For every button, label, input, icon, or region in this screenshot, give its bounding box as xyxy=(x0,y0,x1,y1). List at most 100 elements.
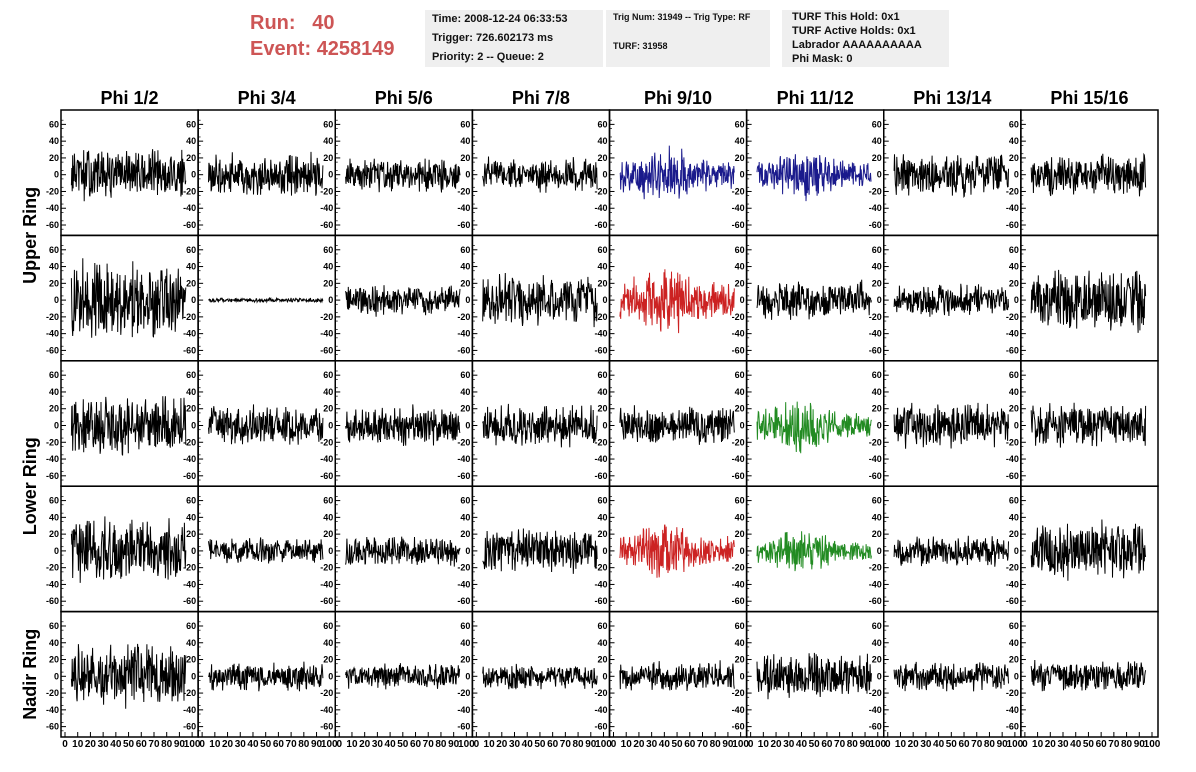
y-tick-label: -60 xyxy=(869,471,882,481)
y-tick-label: 0 xyxy=(1014,295,1019,305)
y-tick-label: -60 xyxy=(320,471,333,481)
y-tick-label: -20 xyxy=(320,186,333,196)
info-trigger: Trigger: 726.602173 ms xyxy=(432,32,554,44)
x-tick-label: 60 xyxy=(821,739,833,750)
waveform-panel: -60 -40 -20 0 20 40 60 xyxy=(46,360,199,487)
y-tick-label: 60 xyxy=(597,496,607,506)
y-tick-label: 0 xyxy=(1014,421,1019,431)
x-tick-label: 30 xyxy=(783,739,795,750)
y-tick-label: -20 xyxy=(1006,563,1019,573)
waveform-panel: -60 -40 -20 0 20 40 60 xyxy=(1006,234,1159,362)
x-tick-label: 40 xyxy=(933,739,945,750)
y-tick-label: 20 xyxy=(460,278,470,288)
waveform-panel: -60 -40 -20 0 20 40 60 xyxy=(183,109,336,237)
y-tick-label: -60 xyxy=(46,471,59,481)
y-tick-label: 60 xyxy=(460,119,470,129)
y-tick-label: -20 xyxy=(320,312,333,322)
y-tick-label: -20 xyxy=(869,186,882,196)
y-tick-label: 60 xyxy=(597,119,607,129)
y-tick-label: -40 xyxy=(46,579,59,589)
x-tick-label: 30 xyxy=(509,739,521,750)
y-tick-label: 60 xyxy=(460,245,470,255)
waveform-trace xyxy=(482,663,598,690)
y-tick-label: 20 xyxy=(323,278,333,288)
info-hold: TURF This Hold: 0x1 xyxy=(792,11,900,23)
y-tick-label: 60 xyxy=(735,119,745,129)
x-tick-label: 90 xyxy=(722,739,734,750)
y-tick-label: -60 xyxy=(732,471,745,481)
y-tick-label: 60 xyxy=(186,496,196,506)
x-tick-label: 30 xyxy=(372,739,384,750)
y-tick-label: -60 xyxy=(594,722,607,732)
x-tick-label: 60 xyxy=(410,739,422,750)
waveform-trace xyxy=(756,154,872,202)
y-tick-label: 40 xyxy=(872,262,882,272)
y-tick-label: 60 xyxy=(1009,245,1019,255)
run-event-box: Run: 40 Event: 4258149 xyxy=(250,10,420,68)
y-tick-label: 0 xyxy=(1014,671,1019,681)
x-tick-label: 60 xyxy=(547,739,559,750)
y-tick-label: -40 xyxy=(732,203,745,213)
waveform-panel: -60 -40 -20 0 20 40 60 xyxy=(46,485,199,613)
y-tick-label: 40 xyxy=(735,262,745,272)
waveform-trace xyxy=(345,404,461,446)
x-tick-label: 20 xyxy=(908,739,920,750)
y-tick-label: -20 xyxy=(320,563,333,573)
y-tick-label: -20 xyxy=(869,563,882,573)
info-labrador: Labrador AAAAAAAAAA xyxy=(792,39,922,51)
y-tick-label: 60 xyxy=(323,496,333,506)
x-tick-label: 10 xyxy=(758,739,770,750)
y-tick-label: -60 xyxy=(869,596,882,606)
waveform-trace xyxy=(482,528,598,574)
waveform-panel: -60 -40 -20 0 20 40 60 xyxy=(732,485,885,613)
y-tick-label: -40 xyxy=(869,329,882,339)
y-tick-label: -40 xyxy=(46,329,59,339)
x-tick-label: 80 xyxy=(847,739,859,750)
x-tick-label: 30 xyxy=(235,739,247,750)
x-tick-label: 80 xyxy=(298,739,310,750)
y-tick-label: -40 xyxy=(183,329,196,339)
column-label: Phi 9/10 xyxy=(644,88,712,108)
y-tick-label: -60 xyxy=(732,345,745,355)
y-tick-label: 0 xyxy=(54,421,59,431)
y-tick-label: 0 xyxy=(740,295,745,305)
y-tick-label: 0 xyxy=(602,170,607,180)
y-tick-label: -60 xyxy=(46,345,59,355)
x-tick-label: 40 xyxy=(659,739,671,750)
waveform-panel: -60 -40 -20 0 20 40 60 xyxy=(594,485,748,613)
y-tick-label: -40 xyxy=(869,454,882,464)
y-tick-label: 20 xyxy=(1009,153,1019,163)
y-tick-label: -40 xyxy=(183,203,196,213)
x-tick-label: 70 xyxy=(697,739,709,750)
y-tick-label: 0 xyxy=(191,421,196,431)
info-turf: TURF: 31958 xyxy=(613,41,668,51)
waveform-panel: -60 -40 -20 0 20 40 60 xyxy=(869,109,1022,237)
y-tick-label: 40 xyxy=(1009,638,1019,648)
waveform-trace xyxy=(893,154,1009,199)
waveform-trace xyxy=(208,151,324,196)
y-tick-label: -60 xyxy=(594,471,607,481)
x-tick-label: 20 xyxy=(1045,739,1057,750)
x-tick-label: 20 xyxy=(359,739,371,750)
waveform-panel: -60 -40 -20 0 20 40 60 xyxy=(732,109,885,237)
y-tick-label: 40 xyxy=(1009,262,1019,272)
run-value: 40 xyxy=(312,12,335,34)
y-tick-label: 0 xyxy=(54,671,59,681)
y-tick-label: 40 xyxy=(460,262,470,272)
waveform-trace xyxy=(482,403,598,448)
y-tick-label: 60 xyxy=(597,621,607,631)
y-tick-label: 20 xyxy=(186,153,196,163)
waveform-trace xyxy=(1030,269,1147,333)
y-tick-label: 0 xyxy=(740,170,745,180)
y-tick-label: 40 xyxy=(872,387,882,397)
y-tick-label: -20 xyxy=(183,688,196,698)
y-tick-label: -60 xyxy=(320,722,333,732)
y-tick-label: 20 xyxy=(735,655,745,665)
waveform-trace xyxy=(756,652,872,700)
y-tick-label: -20 xyxy=(183,563,196,573)
x-tick-label: 0 xyxy=(885,739,891,750)
y-tick-label: -40 xyxy=(457,454,470,464)
